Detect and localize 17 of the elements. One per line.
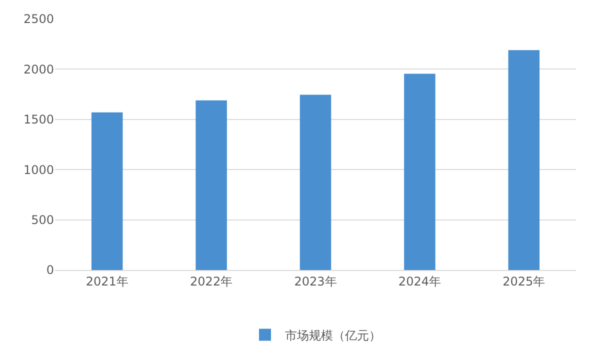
bar xyxy=(404,74,436,270)
bar xyxy=(196,100,227,270)
bar xyxy=(508,50,540,270)
x-tick-label: 2021年 xyxy=(86,274,128,288)
x-tick-label: 2024年 xyxy=(398,274,441,288)
y-tick-label: 0 xyxy=(46,263,54,278)
y-tick-label: 1000 xyxy=(23,162,54,177)
y-tick-label: 2000 xyxy=(23,62,54,76)
bar xyxy=(91,112,123,270)
y-tick-label: 1500 xyxy=(23,112,54,127)
y-tick-label: 2500 xyxy=(23,12,54,26)
x-tick-label: 2023年 xyxy=(294,274,337,288)
y-tick-label: 500 xyxy=(31,213,54,227)
legend-label: 市场规模（亿元） xyxy=(285,328,381,342)
x-tick-label: 2025年 xyxy=(502,274,546,288)
bar xyxy=(300,94,332,270)
x-tick-label: 2022年 xyxy=(190,274,233,288)
